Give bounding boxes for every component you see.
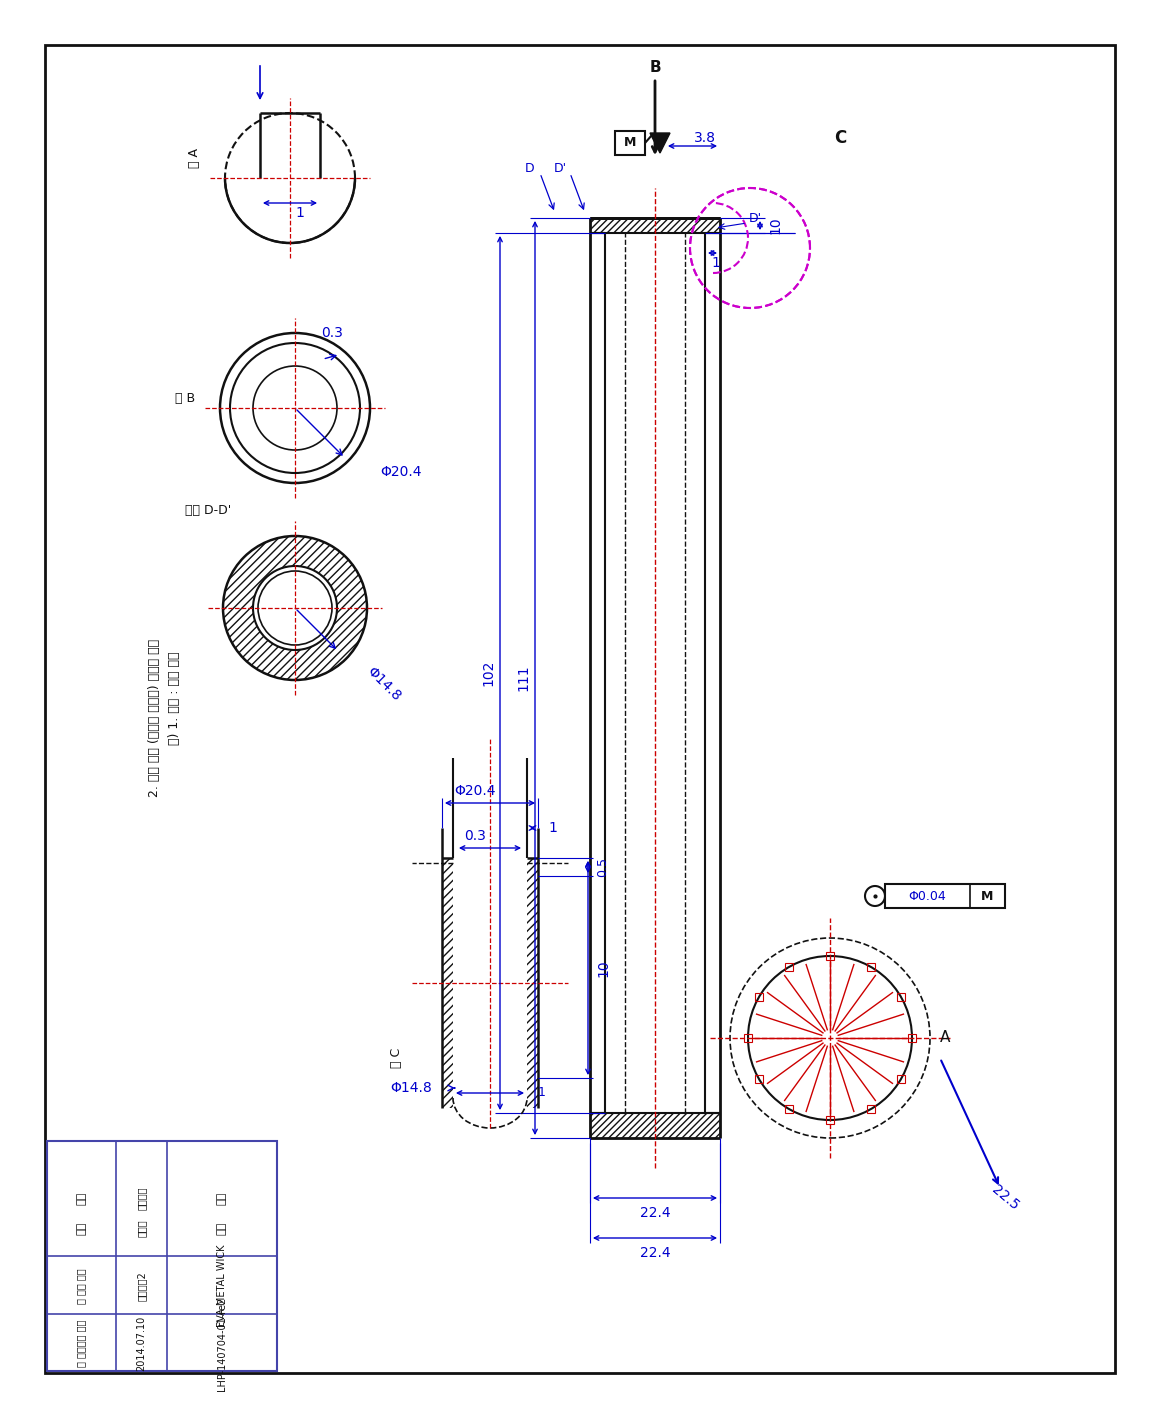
Text: D': D' [553, 162, 566, 174]
Bar [755, 993, 763, 1001]
Bar [590, 1113, 720, 1139]
Bar [744, 1034, 752, 1042]
Text: 111: 111 [516, 665, 530, 692]
Text: 0.3: 0.3 [464, 830, 486, 842]
Text: C: C [834, 129, 846, 147]
Text: Φ14.8: Φ14.8 [390, 1081, 432, 1095]
Text: A: A [940, 1031, 950, 1045]
Text: M: M [981, 889, 993, 902]
Text: 도번: 도번 [217, 1222, 227, 1235]
Text: 1: 1 [711, 257, 720, 269]
Text: 10: 10 [768, 217, 782, 234]
Text: 검토자: 검토자 [137, 1219, 146, 1238]
Text: D: D [525, 162, 535, 174]
Bar [897, 993, 905, 1001]
Text: 1: 1 [538, 1086, 546, 1099]
Text: Φ20.4: Φ20.4 [455, 784, 495, 798]
Bar [48, 1141, 277, 1371]
Text: 22.4: 22.4 [639, 1246, 670, 1261]
Text: 작성: 작성 [77, 1193, 87, 1205]
Text: Φ14.8: Φ14.8 [364, 665, 404, 703]
Text: 주) 1. 치수 : 도면 참조: 주) 1. 치수 : 도면 참조 [168, 651, 181, 744]
Text: Φ20.4: Φ20.4 [380, 465, 421, 479]
Text: 2014.07.10: 2014.07.10 [137, 1316, 146, 1371]
Text: 0.5: 0.5 [596, 856, 609, 876]
Text: 22.5: 22.5 [988, 1183, 1021, 1214]
Bar [897, 1075, 905, 1083]
Bar [826, 1116, 834, 1124]
Text: 단면 D-D': 단면 D-D' [184, 505, 231, 518]
Bar [615, 130, 645, 155]
Text: 뷰 A: 뷰 A [188, 147, 202, 167]
Bar [867, 1105, 875, 1113]
Polygon shape [650, 133, 670, 153]
Text: 도 기술 서명: 도 기술 서명 [77, 1268, 87, 1303]
Bar [826, 951, 834, 960]
Text: 10: 10 [596, 959, 610, 977]
Circle shape [253, 566, 338, 649]
Text: 도명: 도명 [217, 1193, 227, 1205]
Bar [785, 1105, 793, 1113]
Bar [785, 963, 793, 971]
Text: B: B [650, 61, 661, 75]
Text: 102: 102 [481, 659, 495, 686]
Text: 작성기관: 작성기관 [137, 1187, 146, 1210]
Text: D': D' [748, 211, 762, 224]
Text: 뷰 C: 뷰 C [391, 1048, 404, 1068]
Text: EVA METAL WICK: EVA METAL WICK [217, 1245, 227, 1327]
Text: 3.8: 3.8 [694, 130, 716, 145]
Bar [908, 1034, 916, 1042]
Text: 뷰 B: 뷰 B [175, 391, 195, 404]
Text: 0.3: 0.3 [321, 326, 343, 340]
Text: M: M [624, 136, 636, 149]
Bar [755, 1075, 763, 1083]
Text: 검토: 검토 [77, 1222, 87, 1235]
Text: Φ0.04: Φ0.04 [908, 889, 945, 902]
Bar [590, 218, 720, 233]
Bar [867, 963, 875, 971]
Text: LHP-140704-01-re2: LHP-140704-01-re2 [217, 1296, 227, 1391]
Text: 다라마바2: 다라마바2 [137, 1271, 146, 1300]
Text: 2. 각인 내용 (도면에 없는것) 임의로 각인: 2. 각인 내용 (도면에 없는것) 임의로 각인 [148, 640, 161, 797]
Text: 도 엔지니어 서명: 도 엔지니어 서명 [77, 1320, 87, 1367]
Text: 1: 1 [296, 206, 304, 220]
Text: 22.4: 22.4 [639, 1205, 670, 1219]
Bar [885, 883, 1005, 908]
Text: 1: 1 [549, 821, 558, 835]
Bar [527, 858, 538, 1107]
Bar [442, 858, 454, 1107]
